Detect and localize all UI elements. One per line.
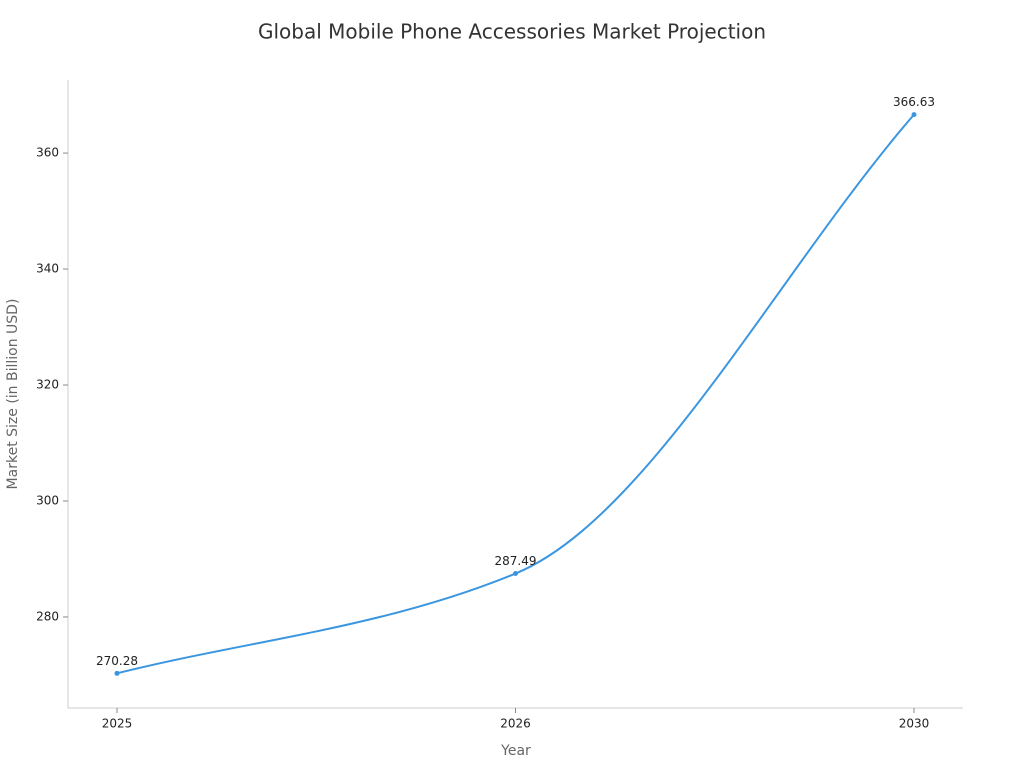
point [513, 571, 518, 577]
point [114, 670, 120, 676]
chart-title: Global Mobile Phone Accessories Market P… [258, 20, 766, 44]
y-tick-label: 360 [36, 146, 59, 160]
point [911, 112, 917, 118]
x-tick-label: 2025 [102, 717, 133, 731]
y-tick-label: 300 [36, 493, 59, 507]
x-tick-label: 2026 [500, 717, 531, 731]
value-label: 270.28 [96, 654, 138, 668]
value-label: 366.63 [893, 95, 935, 109]
x-tick-label: 2030 [899, 717, 930, 731]
y-tick-label: 280 [36, 609, 59, 623]
y-tick-label: 320 [36, 378, 59, 392]
y-tick-label: 340 [36, 262, 59, 276]
y-axis-label: Market Size (in Billion USD) [5, 299, 21, 490]
line [116, 113, 915, 675]
value-label: 287.49 [495, 554, 537, 568]
x-axis-label: Year [500, 743, 531, 759]
